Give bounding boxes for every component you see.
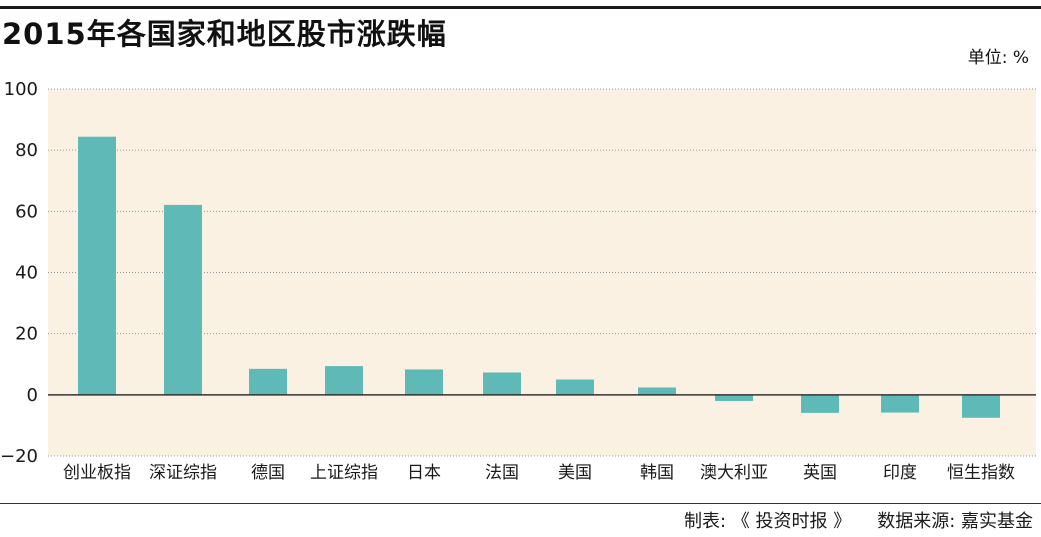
bars xyxy=(78,136,1000,418)
y-tick-label: −20 xyxy=(0,446,38,467)
y-tick-label: 20 xyxy=(15,324,38,345)
category-label-7: 美国 xyxy=(558,463,592,483)
bar-4 xyxy=(325,366,363,395)
y-tick-label: 60 xyxy=(15,201,38,222)
chart-title: 2015年各国家和地区股市涨跌幅 xyxy=(2,17,447,51)
producer-credit: 制表: 《 投资时报 》 xyxy=(683,511,852,532)
bar-8 xyxy=(638,387,676,395)
category-labels: 创业板指 深证综指 德国 上证综指 日本 法国 美国 韩国 澳大利亚 英国 印度 恒生指数 xyxy=(63,463,1015,483)
bar-2 xyxy=(164,204,202,395)
source-footer: 制表: 《 投资时报 》 数据来源: 嘉实基金 xyxy=(684,510,1033,534)
bar-12 xyxy=(962,394,1000,418)
bar-1 xyxy=(78,136,116,395)
category-label-2: 深证综指 xyxy=(149,463,217,483)
category-label-8: 韩国 xyxy=(640,463,674,483)
category-label-1: 创业板指 xyxy=(63,463,131,483)
category-label-5: 日本 xyxy=(407,463,441,483)
y-tick-label: 40 xyxy=(15,263,38,284)
y-tick-label: 0 xyxy=(27,385,38,406)
bar-5 xyxy=(405,369,443,395)
category-label-11: 印度 xyxy=(883,463,917,483)
bar-9 xyxy=(715,394,753,401)
category-label-12: 恒生指数 xyxy=(947,463,1015,483)
bar-7 xyxy=(556,379,594,395)
bar-3 xyxy=(249,368,287,395)
y-tick-label: 100 xyxy=(4,79,38,100)
category-label-9: 澳大利亚 xyxy=(700,463,768,483)
category-label-3: 德国 xyxy=(251,463,285,483)
category-label-6: 法国 xyxy=(485,463,519,483)
category-label-10: 英国 xyxy=(803,463,837,483)
data-source: 数据来源: 嘉实基金 xyxy=(877,511,1033,532)
bar-6 xyxy=(483,372,521,395)
bottom-rule xyxy=(0,503,1041,504)
bar-11 xyxy=(881,394,919,413)
unit-label: 单位: % xyxy=(967,48,1029,68)
y-axis-tick-labels: −20 0 20 40 60 80 100 xyxy=(0,79,38,467)
bar-10 xyxy=(801,394,839,413)
top-rule xyxy=(0,6,1041,9)
category-label-4: 上证综指 xyxy=(310,463,378,483)
y-tick-label: 80 xyxy=(15,140,38,161)
